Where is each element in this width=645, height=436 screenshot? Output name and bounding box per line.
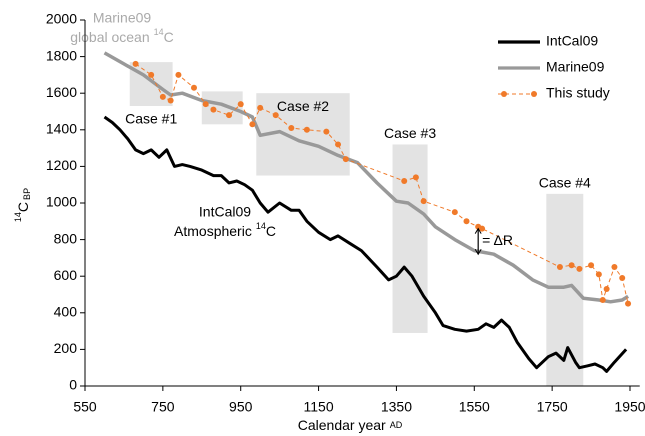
intcal-sup: 14 — [256, 221, 266, 231]
data-point — [342, 156, 349, 163]
arrow-head — [474, 227, 482, 234]
y-tick-label: 0 — [69, 377, 77, 393]
intcal-end: C — [266, 223, 276, 239]
x-label-main: Calendar year — [298, 417, 386, 433]
legend-marker — [531, 91, 537, 97]
shaded-region — [129, 62, 173, 107]
x-tick-label: 750 — [151, 399, 175, 415]
data-point — [159, 93, 166, 100]
series-line — [103, 51, 630, 304]
legend-label: This study — [546, 85, 610, 101]
legend-label: Marine09 — [546, 59, 605, 75]
intcal-text: Atmospheric — [174, 223, 252, 239]
case-label: Case #2 — [277, 98, 329, 114]
y-label-main: C — [15, 202, 31, 212]
y-tick-label: 400 — [54, 304, 78, 320]
y-tick-label: 600 — [54, 267, 78, 283]
data-point — [576, 265, 583, 272]
data-point — [167, 97, 174, 104]
marine-end: C — [164, 29, 174, 45]
data-point — [556, 264, 563, 271]
y-tick-label: 2000 — [46, 11, 77, 27]
legend-label: IntCal09 — [546, 33, 598, 49]
y-tick-label: 200 — [54, 340, 78, 356]
data-point — [132, 60, 139, 67]
data-point — [237, 101, 244, 108]
intcal-annotation-1: IntCal09 — [199, 204, 251, 220]
data-point — [202, 101, 209, 108]
y-label-sub: BP — [22, 188, 32, 200]
data-point — [611, 264, 618, 271]
marine-sup: 14 — [154, 27, 164, 37]
data-point — [451, 209, 458, 216]
y-tick-label: 1600 — [46, 84, 77, 100]
data-point — [595, 271, 602, 278]
x-tick-label: 1950 — [614, 399, 645, 415]
marine-text: global ocean — [70, 29, 149, 45]
y-tick-label: 1800 — [46, 47, 77, 63]
x-tick-label: 1750 — [537, 399, 568, 415]
data-point — [288, 124, 295, 131]
shaded-region — [392, 144, 428, 333]
data-point — [463, 218, 470, 225]
case-label: Case #4 — [539, 175, 591, 191]
x-tick-label: 1150 — [304, 399, 334, 415]
x-axis-label: Calendar year AD — [298, 417, 403, 433]
data-point — [625, 300, 632, 307]
data-point — [619, 275, 626, 282]
data-point — [148, 71, 155, 78]
marine-annotation-1: Marine09 — [93, 10, 152, 26]
data-point — [401, 178, 408, 185]
data-point — [303, 126, 310, 133]
arrow-head — [474, 248, 482, 256]
marine-annotation-2: global ocean 14C — [70, 27, 174, 44]
data-point — [175, 71, 182, 78]
delta-r-label: = ΔR — [482, 232, 513, 248]
data-point — [603, 286, 610, 293]
x-label-small: AD — [390, 420, 403, 430]
y-tick-label: 800 — [54, 230, 78, 246]
data-point — [257, 104, 264, 111]
x-tick-label: 1550 — [459, 399, 490, 415]
data-point — [323, 128, 330, 135]
data-point — [568, 262, 575, 269]
data-point — [599, 296, 606, 303]
case-label: Case #1 — [125, 111, 177, 127]
y-tick-label: 1000 — [46, 194, 77, 210]
case-label: Case #3 — [384, 125, 436, 141]
y-tick-label: 1200 — [46, 157, 77, 173]
intcal-annotation-2: Atmospheric 14C — [174, 221, 276, 238]
y-axis-label: 14C BP — [13, 188, 32, 222]
data-point — [249, 121, 256, 128]
y-label-sup: 14 — [13, 212, 23, 222]
data-point — [335, 141, 342, 148]
data-point — [226, 112, 233, 119]
x-tick-label: 1350 — [381, 399, 412, 415]
data-point — [479, 225, 486, 232]
x-tick-label: 950 — [229, 399, 253, 415]
series-line — [103, 115, 628, 373]
data-point — [420, 198, 427, 205]
data-point — [412, 174, 419, 181]
legend-marker — [501, 91, 507, 97]
x-tick-label: 550 — [73, 399, 97, 415]
data-point — [272, 112, 279, 119]
y-tick-label: 1400 — [46, 121, 77, 137]
data-point — [210, 106, 217, 113]
data-point — [588, 262, 595, 269]
data-point — [191, 84, 197, 91]
